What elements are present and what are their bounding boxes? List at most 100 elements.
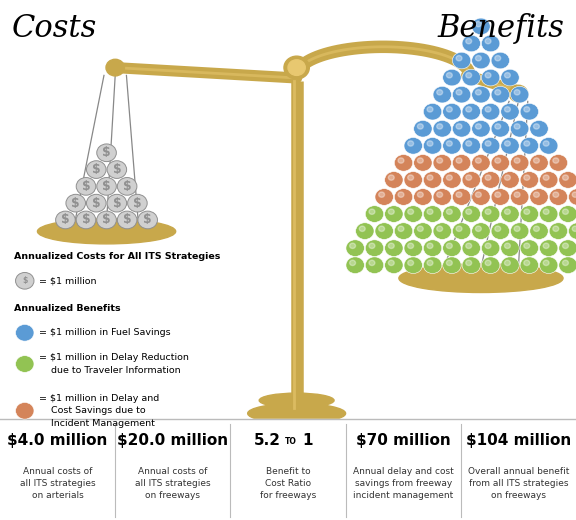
Text: $: $ — [61, 213, 70, 226]
Circle shape — [452, 223, 471, 239]
Circle shape — [543, 209, 549, 214]
Circle shape — [485, 107, 491, 112]
Circle shape — [466, 260, 472, 266]
Circle shape — [501, 69, 519, 86]
Circle shape — [495, 124, 501, 129]
Circle shape — [443, 257, 461, 274]
Circle shape — [395, 223, 413, 239]
Circle shape — [404, 137, 422, 154]
Circle shape — [466, 38, 472, 44]
Circle shape — [524, 209, 530, 214]
Circle shape — [418, 192, 423, 197]
Circle shape — [520, 206, 539, 223]
Text: $: $ — [123, 180, 131, 193]
Text: Annual costs of
all ITS strategies
on arterials: Annual costs of all ITS strategies on ar… — [20, 467, 96, 500]
Circle shape — [553, 226, 559, 231]
Circle shape — [456, 192, 462, 197]
Circle shape — [533, 192, 539, 197]
Circle shape — [482, 257, 500, 274]
Circle shape — [97, 144, 116, 162]
Circle shape — [395, 189, 413, 205]
Circle shape — [365, 240, 384, 256]
Circle shape — [466, 175, 472, 180]
Circle shape — [482, 206, 500, 223]
Circle shape — [482, 137, 500, 154]
Circle shape — [408, 175, 414, 180]
Circle shape — [385, 240, 403, 256]
Circle shape — [138, 211, 157, 229]
Circle shape — [559, 240, 576, 256]
Circle shape — [350, 243, 355, 249]
Circle shape — [543, 141, 549, 146]
Circle shape — [365, 257, 384, 274]
Circle shape — [514, 89, 520, 95]
Circle shape — [388, 260, 394, 266]
Circle shape — [485, 38, 491, 44]
Circle shape — [418, 158, 423, 163]
Circle shape — [408, 260, 414, 266]
Circle shape — [563, 243, 569, 249]
Circle shape — [404, 240, 422, 256]
Circle shape — [97, 177, 116, 195]
Circle shape — [520, 257, 539, 274]
Circle shape — [388, 243, 394, 249]
Circle shape — [482, 172, 500, 188]
Circle shape — [437, 158, 442, 163]
Text: Annual delay and cost
savings from freeway
incident management: Annual delay and cost savings from freew… — [353, 467, 453, 500]
Text: Overall annual benefit
from all ITS strategies
on freeways: Overall annual benefit from all ITS stra… — [468, 467, 569, 500]
Circle shape — [505, 260, 510, 266]
Text: Costs: Costs — [12, 13, 97, 44]
Circle shape — [524, 243, 530, 249]
Circle shape — [553, 192, 559, 197]
Text: Annual costs of
all ITS strategies
on freeways: Annual costs of all ITS strategies on fr… — [135, 467, 211, 500]
Circle shape — [472, 18, 490, 35]
Circle shape — [475, 192, 482, 197]
Circle shape — [491, 223, 510, 239]
Circle shape — [524, 141, 530, 146]
Circle shape — [66, 194, 85, 212]
Text: = $1 million in Delay and
    Cost Savings due to
    Incident Management: = $1 million in Delay and Cost Savings d… — [39, 394, 160, 428]
Circle shape — [563, 209, 569, 214]
Text: $: $ — [92, 197, 101, 210]
Circle shape — [472, 121, 490, 137]
Circle shape — [355, 223, 374, 239]
Circle shape — [423, 172, 442, 188]
Circle shape — [437, 89, 442, 95]
Circle shape — [76, 211, 96, 229]
Circle shape — [540, 257, 558, 274]
Circle shape — [443, 172, 461, 188]
Circle shape — [404, 257, 422, 274]
Circle shape — [501, 240, 519, 256]
Circle shape — [501, 172, 519, 188]
Circle shape — [346, 257, 365, 274]
Circle shape — [456, 89, 462, 95]
Circle shape — [408, 141, 414, 146]
Text: Annualized Benefits: Annualized Benefits — [14, 304, 121, 313]
Circle shape — [423, 206, 442, 223]
Circle shape — [446, 141, 452, 146]
Circle shape — [398, 226, 404, 231]
Circle shape — [16, 324, 34, 341]
Circle shape — [456, 56, 462, 61]
Circle shape — [404, 172, 422, 188]
Circle shape — [475, 89, 482, 95]
Circle shape — [466, 209, 472, 214]
Circle shape — [118, 177, 137, 195]
Circle shape — [485, 260, 491, 266]
Circle shape — [530, 154, 548, 171]
Circle shape — [505, 175, 510, 180]
Circle shape — [510, 154, 529, 171]
Circle shape — [462, 69, 480, 86]
Circle shape — [427, 209, 433, 214]
Ellipse shape — [399, 264, 563, 292]
Text: $: $ — [112, 197, 121, 210]
Circle shape — [462, 257, 480, 274]
Text: TO: TO — [285, 437, 297, 447]
Circle shape — [501, 137, 519, 154]
Circle shape — [495, 192, 501, 197]
Ellipse shape — [259, 393, 334, 408]
Circle shape — [563, 260, 569, 266]
Circle shape — [559, 172, 576, 188]
Circle shape — [466, 73, 472, 78]
Circle shape — [485, 73, 491, 78]
